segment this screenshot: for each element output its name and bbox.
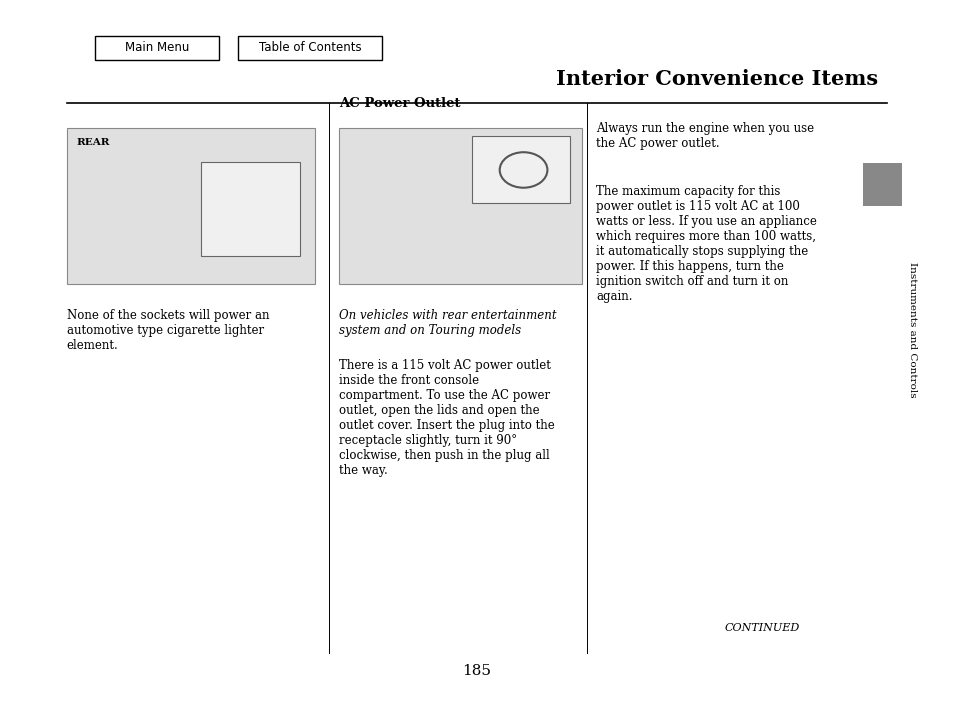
FancyBboxPatch shape [238,36,381,60]
Text: There is a 115 volt AC power outlet
inside the front console
compartment. To use: There is a 115 volt AC power outlet insi… [338,359,554,476]
Text: REAR: REAR [76,138,110,148]
Text: Main Menu: Main Menu [125,41,190,55]
Text: Table of Contents: Table of Contents [258,41,361,55]
Text: Instruments and Controls: Instruments and Controls [907,262,917,398]
FancyBboxPatch shape [95,36,219,60]
Text: AC Power Outlet: AC Power Outlet [338,97,459,110]
Text: Interior Convenience Items: Interior Convenience Items [555,69,877,89]
Circle shape [224,193,266,224]
FancyBboxPatch shape [862,163,901,206]
Text: 185: 185 [462,664,491,678]
Text: On vehicles with rear entertainment
system and on Touring models: On vehicles with rear entertainment syst… [338,309,556,337]
FancyBboxPatch shape [338,128,581,284]
Text: Always run the engine when you use
the AC power outlet.: Always run the engine when you use the A… [596,122,814,150]
Text: CONTINUED: CONTINUED [724,623,800,633]
Text: The maximum capacity for this
power outlet is 115 volt AC at 100
watts or less. : The maximum capacity for this power outl… [596,185,817,302]
FancyBboxPatch shape [200,162,299,256]
FancyBboxPatch shape [472,136,569,203]
FancyBboxPatch shape [67,128,314,284]
Text: None of the sockets will power an
automotive type cigarette lighter
element.: None of the sockets will power an automo… [67,309,269,352]
